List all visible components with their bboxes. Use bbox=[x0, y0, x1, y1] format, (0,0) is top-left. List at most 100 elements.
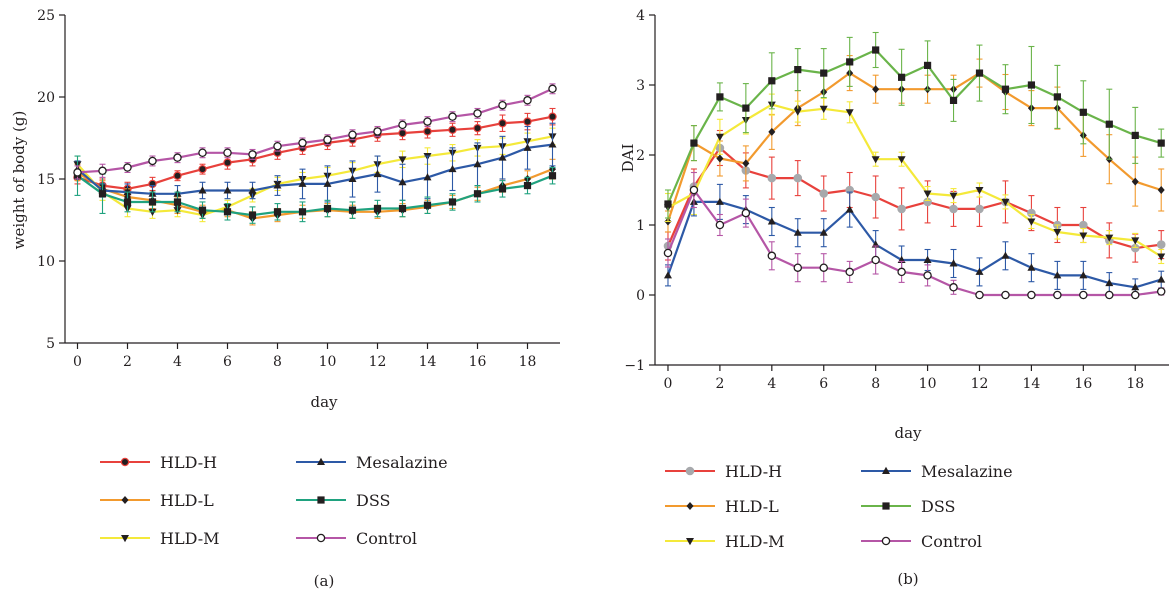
chart-b-series-mesalazine bbox=[663, 183, 1166, 297]
chart-a-point bbox=[498, 119, 507, 128]
chart-b-point bbox=[1131, 177, 1139, 186]
chart-b-xtick-label: 8 bbox=[871, 376, 880, 392]
chart-a-legend-label: HLD-M bbox=[160, 529, 220, 548]
chart-a-point bbox=[273, 181, 282, 189]
chart-a-legend-label: HLD-H bbox=[160, 453, 217, 472]
chart-b-point bbox=[871, 255, 880, 265]
chart-a-point bbox=[198, 148, 207, 158]
chart-a-point bbox=[373, 127, 382, 136]
chart-b-point bbox=[716, 154, 724, 163]
chart-b-xtick-label: 12 bbox=[971, 376, 989, 392]
chart-a-ytick-label: 25 bbox=[37, 8, 55, 24]
chart-b-point bbox=[1053, 229, 1062, 237]
chart-a-series-line bbox=[76, 143, 553, 195]
chart-b-point bbox=[949, 192, 958, 200]
chart-b-point bbox=[1156, 240, 1166, 249]
chart-b-xtick-label: 0 bbox=[664, 376, 673, 392]
chart-b-point bbox=[715, 197, 724, 205]
chart-a-point bbox=[148, 208, 157, 216]
chart-b-point bbox=[1156, 287, 1166, 296]
chart-a-xtick-label: 4 bbox=[173, 354, 182, 370]
chart-a-point bbox=[173, 198, 182, 206]
chart-b-point bbox=[1079, 220, 1088, 230]
chart-b-point bbox=[715, 133, 724, 141]
chart-b-point bbox=[793, 108, 802, 116]
chart-a-legend-marker bbox=[317, 496, 325, 504]
chart-a-series-line bbox=[76, 135, 553, 217]
chart-a-xtick-label: 14 bbox=[419, 354, 437, 370]
chart-b-point bbox=[1131, 237, 1140, 245]
chart-b-ytick-label: −1 bbox=[624, 358, 645, 374]
chart-a-point bbox=[248, 186, 257, 194]
chart-b-legend-label: DSS bbox=[921, 497, 955, 516]
chart-b-ytick-label: 3 bbox=[636, 78, 645, 94]
chart-a-point bbox=[348, 130, 357, 139]
chart-b-point bbox=[1131, 283, 1140, 291]
chart-b-xtick-label: 16 bbox=[1074, 376, 1092, 392]
chart-a-ytick-label: 15 bbox=[37, 172, 55, 188]
chart-a-point bbox=[448, 164, 457, 173]
chart-a-ylabel: weight of body (g) bbox=[10, 111, 28, 250]
chart-a-point bbox=[498, 185, 507, 193]
chart-b-point bbox=[793, 228, 802, 236]
chart-b-point bbox=[872, 46, 880, 54]
chart-b-legend-marker bbox=[881, 536, 891, 546]
chart-a-point bbox=[223, 208, 232, 216]
chart-a-point bbox=[523, 143, 532, 151]
chart-a-point bbox=[373, 204, 382, 213]
chart-a-point bbox=[548, 172, 557, 180]
chart-b-point bbox=[871, 192, 880, 202]
chart-b-point bbox=[975, 69, 984, 77]
chart-b-point bbox=[1105, 290, 1114, 300]
chart-b-series-hld-h bbox=[663, 129, 1166, 263]
chart-b-point bbox=[846, 58, 854, 66]
chart-b-point bbox=[1157, 186, 1165, 194]
chart-a-xlabel: day bbox=[310, 393, 338, 411]
chart-a-legend-marker bbox=[121, 535, 129, 543]
chart-b-point bbox=[1027, 290, 1036, 300]
chart-a-point bbox=[173, 153, 182, 162]
chart-b-point bbox=[897, 156, 906, 164]
chart-b-point bbox=[1001, 198, 1010, 207]
chart-b-legend-label: HLD-H bbox=[725, 462, 782, 481]
chart-b-point bbox=[741, 208, 751, 218]
chart-b-series-line bbox=[666, 188, 1162, 297]
chart-a-point bbox=[423, 201, 432, 209]
chart-a-point bbox=[323, 135, 332, 144]
chart-b-ytick-label: 0 bbox=[636, 288, 645, 304]
chart-a-legend-label: Mesalazine bbox=[356, 453, 448, 472]
chart-a-point bbox=[98, 166, 107, 176]
chart-b-series-dss bbox=[664, 31, 1165, 219]
chart-b-point bbox=[690, 139, 698, 147]
chart-b-point bbox=[1001, 251, 1010, 259]
chart-a-point bbox=[323, 179, 332, 187]
chart-a-series-dss bbox=[73, 155, 557, 224]
chart-b-point bbox=[819, 189, 829, 198]
chart-b-point bbox=[1027, 263, 1036, 271]
chart-b-xtick-label: 6 bbox=[819, 376, 828, 392]
chart-b-point bbox=[1079, 271, 1088, 279]
chart-a-ytick-label: 20 bbox=[37, 90, 55, 106]
chart-b-point bbox=[767, 251, 777, 261]
chart-a-point bbox=[198, 164, 207, 174]
chart-a-xtick-label: 12 bbox=[369, 354, 387, 370]
chart-b-point bbox=[1131, 290, 1140, 300]
chart-b-point bbox=[845, 109, 854, 117]
chart-a-xtick-label: 8 bbox=[273, 354, 282, 370]
chart-b-point bbox=[664, 200, 672, 208]
chart-a-point bbox=[98, 190, 107, 198]
chart-a-point bbox=[123, 187, 132, 196]
chart-a-point bbox=[523, 181, 532, 190]
chart-b-point bbox=[1079, 108, 1087, 116]
chart-a-point bbox=[448, 112, 457, 121]
chart-b-xtick-label: 10 bbox=[919, 376, 937, 392]
chart-a-legend-label: Control bbox=[356, 529, 417, 548]
chart-a-ytick-label: 5 bbox=[46, 336, 55, 352]
chart-a-point bbox=[473, 123, 482, 133]
chart-b-point bbox=[1027, 81, 1036, 89]
chart-a-point bbox=[198, 186, 207, 194]
chart-b-point bbox=[845, 205, 854, 213]
chart-b-xtick-label: 2 bbox=[715, 376, 724, 392]
chart-b-point bbox=[1053, 290, 1062, 300]
chart-a-point bbox=[448, 198, 457, 206]
